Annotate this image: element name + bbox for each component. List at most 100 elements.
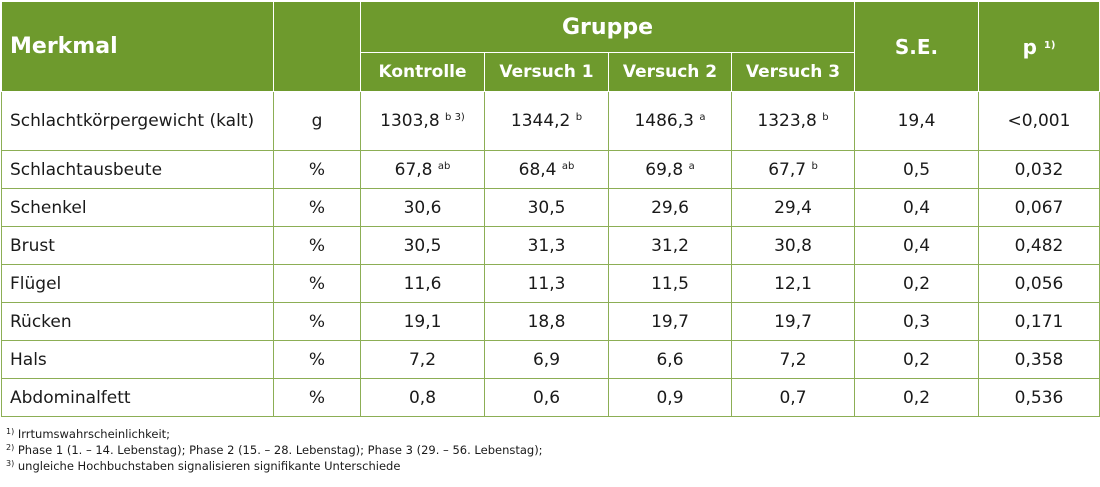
row-value: 0,6 xyxy=(484,378,609,417)
table-row: Schlachtausbeute% 67,8 ab 68,4 ab 69,8 a 67,… xyxy=(1,150,1100,189)
value-text: 67,8 xyxy=(394,159,433,180)
row-unit: % xyxy=(273,378,361,417)
header-versuch-1: Versuch 1 xyxy=(484,52,609,92)
row-label: Schenkel xyxy=(1,188,274,227)
row-value: 11,3 xyxy=(484,264,609,303)
footnote-text: Irrtumswahrscheinlichkeit; xyxy=(14,427,171,441)
row-unit: % xyxy=(273,264,361,303)
significance-letter: b xyxy=(822,112,829,123)
row-p: 0,482 xyxy=(978,226,1100,265)
row-value: 11,5 xyxy=(608,264,732,303)
row-p: 0,171 xyxy=(978,302,1100,341)
row-p: 0,056 xyxy=(978,264,1100,303)
row-se: 0,4 xyxy=(854,188,979,227)
header-gruppe: Gruppe xyxy=(360,1,855,53)
row-unit: % xyxy=(273,302,361,341)
row-value: 30,8 xyxy=(731,226,855,265)
value-text: 1323,8 xyxy=(757,111,817,131)
row-value: 19,7 xyxy=(608,302,732,341)
row-label: Hals xyxy=(1,340,274,379)
value-text: 0,7 xyxy=(779,387,807,408)
row-value: 1344,2 b xyxy=(484,91,609,151)
row-value: 67,8 ab xyxy=(360,150,485,189)
row-value: 12,1 xyxy=(731,264,855,303)
row-label: Schlachtausbeute xyxy=(1,150,274,189)
row-unit: % xyxy=(273,226,361,265)
row-value: 7,2 xyxy=(360,340,485,379)
value-text: 67,7 xyxy=(768,159,807,180)
row-se: 0,3 xyxy=(854,302,979,341)
significance-letter: b xyxy=(575,112,583,123)
row-value: 1303,8 b 3) xyxy=(360,91,485,151)
row-p: 0,536 xyxy=(978,378,1100,417)
header-se: S.E. xyxy=(854,1,979,92)
value-text: 0,8 xyxy=(408,387,437,408)
table-row: Brust% 30,5 31,3 31,2 30,8 0,4 0,482 xyxy=(1,226,1100,265)
row-label: Abdominalfett xyxy=(1,378,274,417)
header-kontrolle: Kontrolle xyxy=(360,52,485,92)
row-value: 67,7 b xyxy=(731,150,855,189)
footnote-text: ungleiche Hochbuchstaben signalisieren s… xyxy=(14,459,401,473)
row-unit: % xyxy=(273,150,361,189)
footnotes: 1) Irrtumswahrscheinlichkeit; 2) Phase 1 … xyxy=(6,426,1100,474)
header-p: p 1) xyxy=(978,1,1100,92)
value-text: 7,2 xyxy=(408,349,437,370)
value-text: 0,9 xyxy=(656,387,684,408)
value-text: 6,9 xyxy=(532,349,561,370)
significance-letter: b xyxy=(811,160,818,172)
value-text: 18,8 xyxy=(527,311,566,332)
row-value: 18,8 xyxy=(484,302,609,341)
value-text: 19,1 xyxy=(403,311,442,332)
table-row: Hals% 7,2 6,9 6,6 7,2 0,2 0,358 xyxy=(1,340,1100,379)
value-text: 30,5 xyxy=(527,197,566,218)
row-value: 68,4 ab xyxy=(484,150,609,189)
table-row: Abdominalfett% 0,8 0,6 0,9 0,7 0,2 0,536 xyxy=(1,378,1100,417)
row-p: 0,358 xyxy=(978,340,1100,379)
value-text: 31,3 xyxy=(527,235,566,256)
footnote-marker: 1) xyxy=(6,427,15,436)
table-row: Schenkel% 30,6 30,5 29,6 29,4 0,4 0,067 xyxy=(1,188,1100,227)
row-unit: g xyxy=(273,91,361,151)
footnote-marker: 2) xyxy=(6,443,15,452)
value-text: 1344,2 xyxy=(510,111,571,131)
value-text: 30,8 xyxy=(774,235,812,256)
value-text: 19,7 xyxy=(774,311,812,332)
value-text: 11,6 xyxy=(403,273,442,294)
row-p: 0,067 xyxy=(978,188,1100,227)
significance-letter: ab xyxy=(561,160,575,172)
row-value: 30,5 xyxy=(484,188,609,227)
value-text: 30,5 xyxy=(403,235,442,256)
row-unit: % xyxy=(273,340,361,379)
row-se: 0,4 xyxy=(854,226,979,265)
header-unit xyxy=(273,1,361,92)
row-se: 0,5 xyxy=(854,150,979,189)
row-value: 31,3 xyxy=(484,226,609,265)
value-text: 7,2 xyxy=(779,349,807,370)
footnote-text: Phase 1 (1. – 14. Lebenstag); Phase 2 (1… xyxy=(14,443,543,457)
row-value: 30,6 xyxy=(360,188,485,227)
row-value: 19,7 xyxy=(731,302,855,341)
value-text: 68,4 xyxy=(518,159,557,180)
row-value: 7,2 xyxy=(731,340,855,379)
footnote: 2) Phase 1 (1. – 14. Lebenstag); Phase 2… xyxy=(6,442,1100,458)
header-p-label: p xyxy=(1022,34,1037,59)
row-value: 19,1 xyxy=(360,302,485,341)
header-merkmal: Merkmal xyxy=(1,1,274,92)
row-se: 19,4 xyxy=(854,91,979,151)
value-text: 29,4 xyxy=(774,197,812,218)
row-value: 30,5 xyxy=(360,226,485,265)
value-text: 11,5 xyxy=(651,273,689,294)
value-text: 11,3 xyxy=(527,273,566,294)
value-text: 69,8 xyxy=(645,159,684,180)
row-value: 69,8 a xyxy=(608,150,732,189)
row-value: 29,4 xyxy=(731,188,855,227)
row-value: 6,6 xyxy=(608,340,732,379)
table-row: Rücken% 19,1 18,8 19,7 19,7 0,3 0,171 xyxy=(1,302,1100,341)
row-value: 11,6 xyxy=(360,264,485,303)
row-unit: % xyxy=(273,188,361,227)
row-value: 0,8 xyxy=(360,378,485,417)
significance-letter: ab xyxy=(437,160,451,172)
value-text: 31,2 xyxy=(651,235,689,256)
row-p: <0,001 xyxy=(978,91,1100,151)
value-text: 29,6 xyxy=(651,197,689,218)
